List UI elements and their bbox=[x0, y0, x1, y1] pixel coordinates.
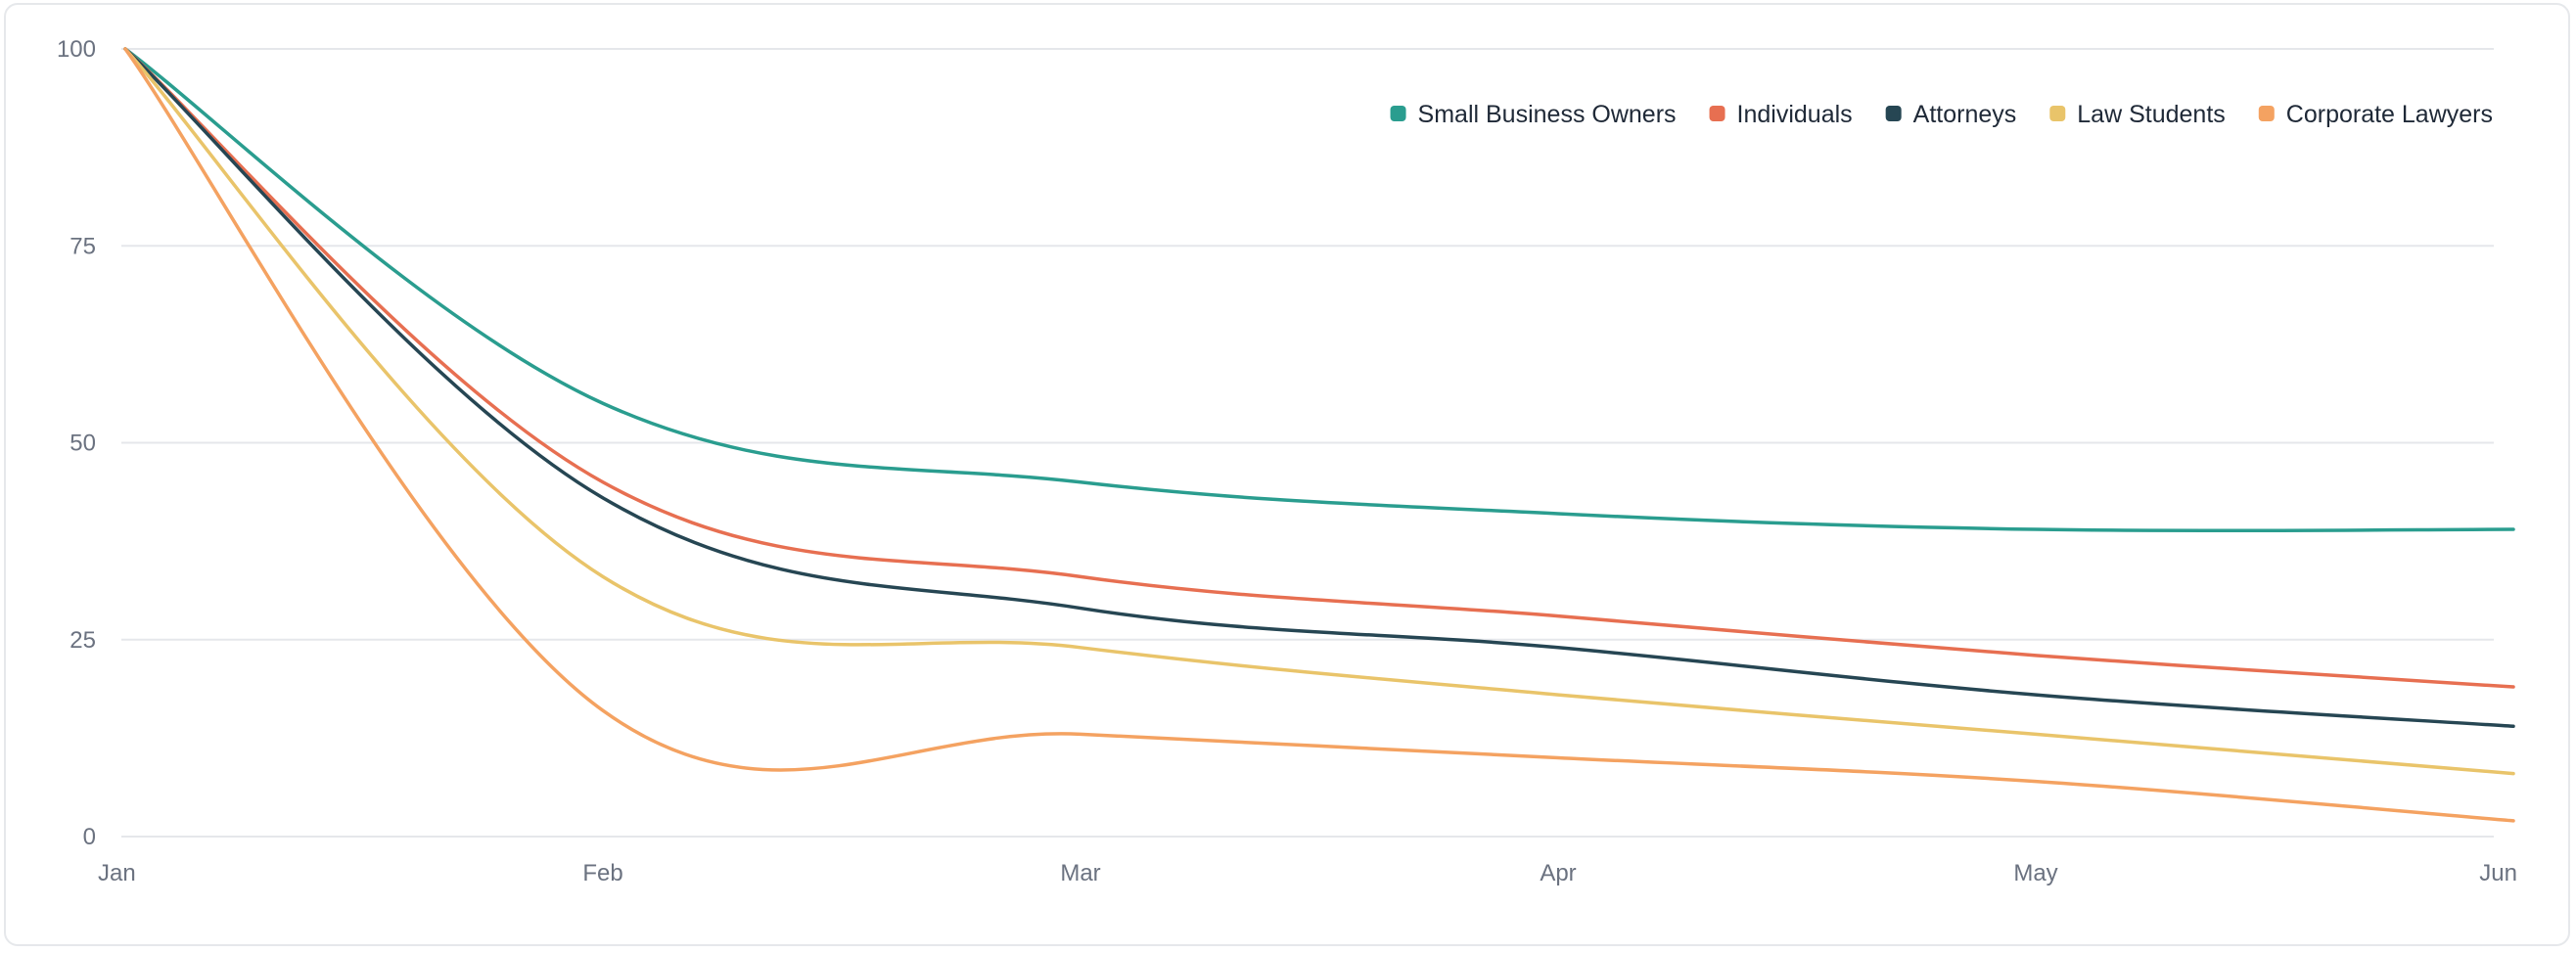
x-axis-ticks: Jan Feb Mar Apr May Jun bbox=[98, 860, 2517, 886]
series-line-corporate-lawyers bbox=[123, 47, 2515, 823]
series-line-individuals bbox=[123, 47, 2515, 689]
y-tick-label: 25 bbox=[69, 627, 96, 654]
series-line-law-students bbox=[123, 47, 2515, 776]
y-tick-label: 100 bbox=[57, 36, 96, 63]
legend-item-law-students[interactable]: Law Students bbox=[2049, 101, 2226, 128]
legend: Small Business Owners Individuals Attorney… bbox=[1390, 101, 2493, 128]
legend-label: Attorneys bbox=[1913, 101, 2017, 128]
x-tick-label: Feb bbox=[582, 860, 622, 886]
x-tick-label: Jan bbox=[98, 860, 136, 886]
series-line-small-business-owners bbox=[123, 47, 2515, 533]
legend-label: Small Business Owners bbox=[1418, 101, 1677, 128]
legend-item-individuals[interactable]: Individuals bbox=[1709, 101, 1853, 128]
legend-item-attorneys[interactable]: Attorneys bbox=[1885, 101, 2017, 128]
y-axis-ticks: 0 25 50 75 100 bbox=[57, 36, 96, 850]
legend-label: Individuals bbox=[1737, 101, 1853, 128]
y-tick-label: 0 bbox=[83, 824, 96, 850]
legend-item-corporate-lawyers[interactable]: Corporate Lawyers bbox=[2258, 101, 2493, 128]
legend-item-small-business-owners[interactable]: Small Business Owners bbox=[1390, 101, 1677, 128]
x-tick-label: Mar bbox=[1060, 860, 1100, 886]
series-lines bbox=[123, 47, 2515, 823]
y-tick-label: 50 bbox=[69, 431, 96, 457]
legend-swatch bbox=[2258, 106, 2275, 121]
legend-swatch bbox=[1390, 106, 1406, 121]
series-line-attorneys bbox=[123, 47, 2515, 729]
x-tick-label: Apr bbox=[1540, 860, 1576, 886]
legend-swatch bbox=[2049, 106, 2066, 121]
x-tick-label: Jun bbox=[2479, 860, 2517, 886]
x-tick-label: May bbox=[2013, 860, 2057, 886]
gridlines bbox=[121, 48, 2494, 838]
legend-label: Corporate Lawyers bbox=[2286, 101, 2493, 128]
legend-swatch bbox=[1709, 106, 1725, 121]
legend-swatch bbox=[1885, 106, 1902, 121]
legend-label: Law Students bbox=[2077, 101, 2226, 128]
y-tick-label: 75 bbox=[69, 233, 96, 259]
